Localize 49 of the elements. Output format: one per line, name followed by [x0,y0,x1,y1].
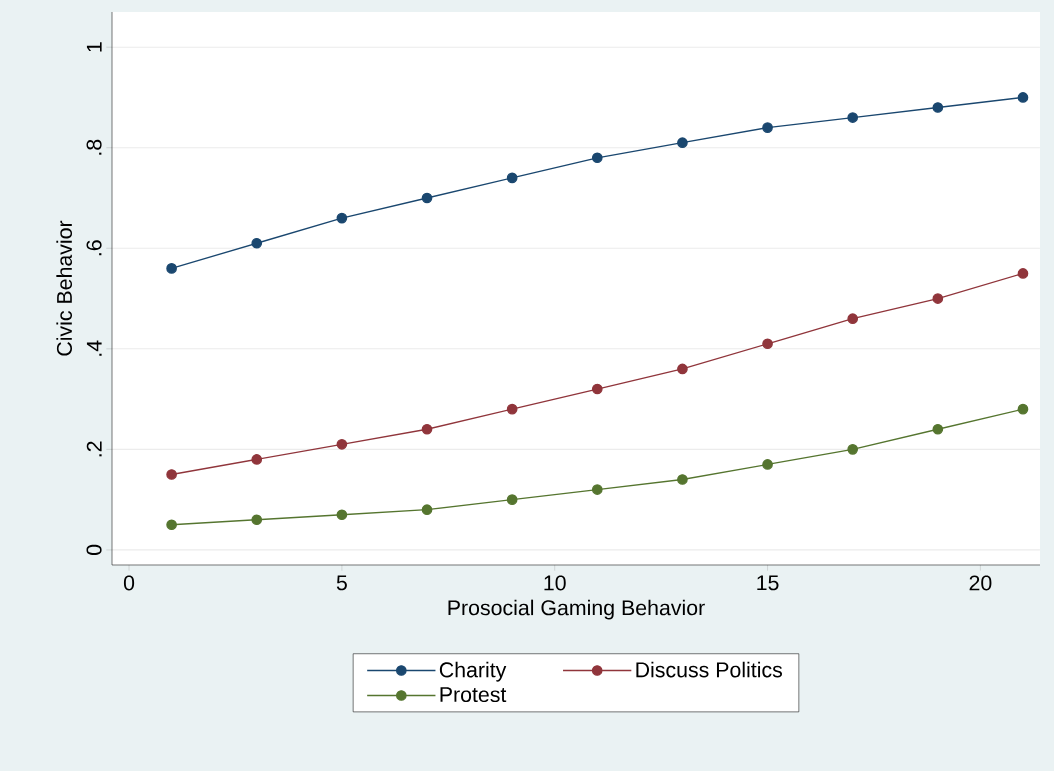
point [677,474,688,485]
point [847,444,859,455]
point [251,454,263,465]
point [166,469,177,480]
x-tick-label: 10 [544,575,566,591]
point [506,172,518,184]
x-axis-title: Prosocial Gaming Behavior [448,599,705,620]
point [251,237,263,249]
point [762,459,773,470]
y-tick-label: .2 [86,441,102,457]
point [336,509,348,521]
point [591,152,603,164]
point [251,514,263,526]
point [1017,92,1029,103]
point [336,438,348,450]
y-tick-label: .6 [86,240,102,256]
x-tick-label: 15 [757,575,779,591]
legend-label: Discuss Politics [636,661,783,678]
point [677,363,688,375]
point [932,102,944,113]
point [762,122,773,133]
x-tick-label: 20 [969,575,992,591]
y-tick-label: .8 [86,139,102,155]
point [591,484,603,495]
point [847,313,859,324]
point [336,212,348,224]
point [421,423,433,435]
x-tick-label: 5 [336,575,347,591]
point [932,423,944,435]
y-tick-label: 1 [86,42,102,52]
legend-label: Charity [439,661,507,682]
point [762,338,773,350]
point [506,403,518,415]
point [421,192,433,204]
point [932,293,944,304]
y-axis-title: Civic Behavior [56,220,73,356]
point [421,504,433,516]
point [506,494,518,505]
y-tick-label: 0 [86,544,102,555]
point [1017,268,1029,279]
y-tick-label: .4 [86,340,102,356]
point [847,112,859,123]
legend-label: Protest [440,687,507,703]
point [677,137,688,149]
point [166,263,177,274]
point [1017,403,1029,415]
point [591,383,603,395]
x-tick-label: 0 [123,575,135,591]
point [166,519,177,531]
